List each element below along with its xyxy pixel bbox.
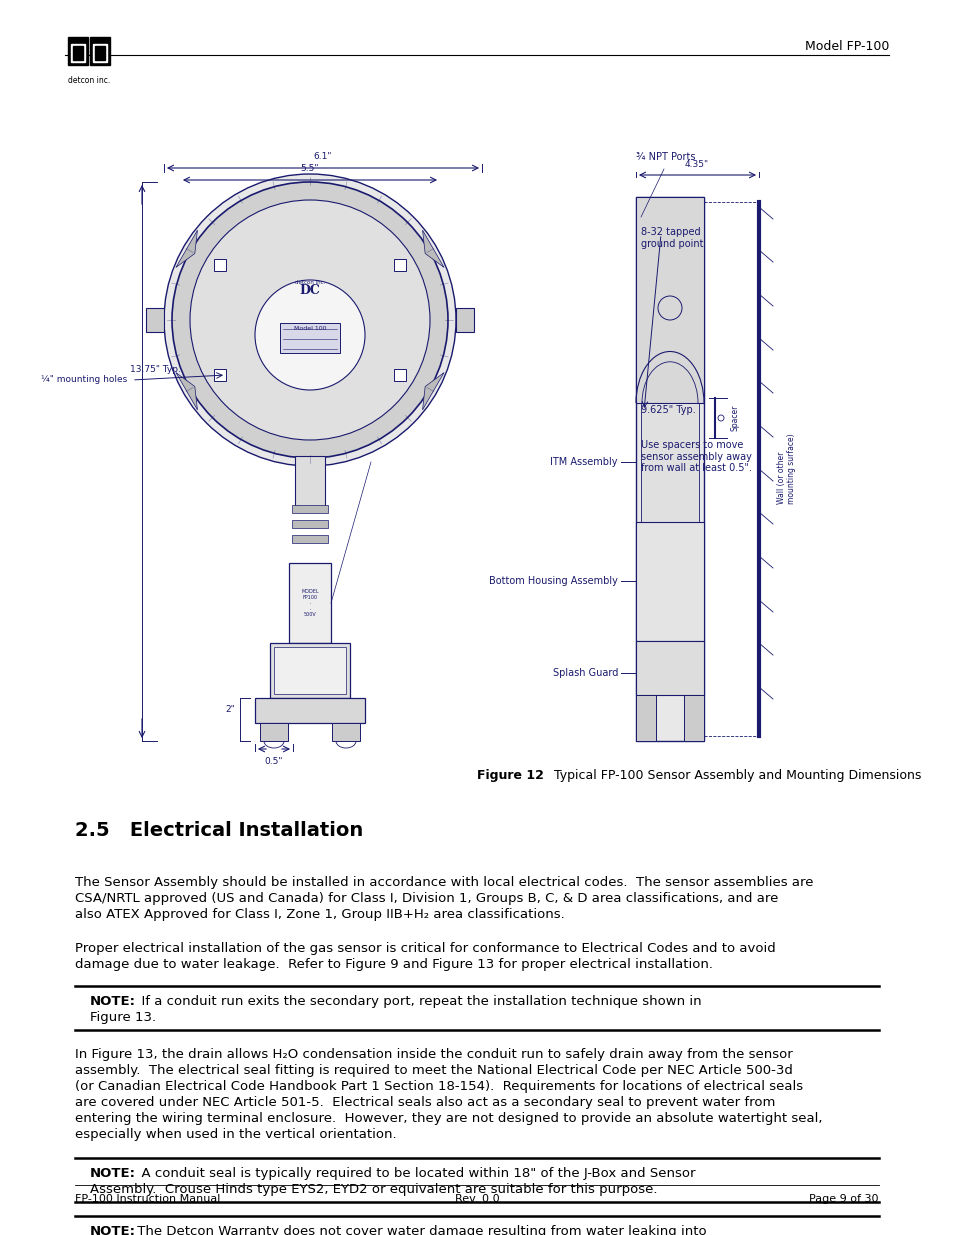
Bar xyxy=(260,722,288,741)
Text: The Sensor Assembly should be installed in accordance with local electrical code: The Sensor Assembly should be installed … xyxy=(75,876,813,889)
Text: damage due to water leakage.  Refer to Figure 9 and Figure 13 for proper electri: damage due to water leakage. Refer to Fi… xyxy=(75,958,712,971)
Bar xyxy=(73,46,83,61)
Bar xyxy=(289,563,331,643)
Bar xyxy=(68,37,88,65)
Bar xyxy=(332,722,359,741)
Bar xyxy=(92,44,107,62)
Text: assembly.  The electrical seal fitting is required to meet the National Electric: assembly. The electrical seal fitting is… xyxy=(75,1065,792,1077)
Text: 8-32 tapped
ground point: 8-32 tapped ground point xyxy=(640,227,702,248)
Text: Typical FP-100 Sensor Assembly and Mounting Dimensions: Typical FP-100 Sensor Assembly and Mount… xyxy=(550,769,921,783)
Circle shape xyxy=(190,200,430,440)
Bar xyxy=(636,198,703,741)
Bar xyxy=(292,505,328,513)
Text: especially when used in the vertical orientation.: especially when used in the vertical ori… xyxy=(75,1128,396,1141)
Polygon shape xyxy=(422,373,443,410)
Text: 6.1": 6.1" xyxy=(314,152,332,161)
Text: Use spacers to move
sensor assembly away
from wall at least 0.5".: Use spacers to move sensor assembly away… xyxy=(640,440,751,473)
Bar xyxy=(640,403,699,522)
Bar xyxy=(292,520,328,529)
Bar xyxy=(394,259,406,270)
Text: FP-100 Instruction Manual: FP-100 Instruction Manual xyxy=(75,1194,220,1204)
Circle shape xyxy=(172,182,448,458)
Bar xyxy=(636,522,703,641)
Bar xyxy=(95,46,105,61)
Bar xyxy=(294,456,325,508)
Text: Wall (or other
mounting surface): Wall (or other mounting surface) xyxy=(776,433,796,504)
Bar xyxy=(636,198,703,403)
Circle shape xyxy=(164,174,456,466)
Text: Page 9 of 30: Page 9 of 30 xyxy=(809,1194,878,1204)
Text: (or Canadian Electrical Code Handbook Part 1 Section 18-154).  Requirements for : (or Canadian Electrical Code Handbook Pa… xyxy=(75,1079,802,1093)
Text: Splash Guard: Splash Guard xyxy=(552,668,618,678)
Text: The Detcon Warranty does not cover water damage resulting from water leaking int: The Detcon Warranty does not cover water… xyxy=(132,1225,706,1235)
Bar xyxy=(636,695,656,741)
Text: also ATEX Approved for Class I, Zone 1, Group IIB+H₂ area classifications.: also ATEX Approved for Class I, Zone 1, … xyxy=(75,908,564,921)
Text: Model FP-100: Model FP-100 xyxy=(803,41,888,53)
Text: detcon inc.: detcon inc. xyxy=(294,279,325,284)
Polygon shape xyxy=(175,373,197,410)
Text: NOTE:: NOTE: xyxy=(90,1167,136,1179)
Text: are covered under NEC Article 501-5.  Electrical seals also act as a secondary s: are covered under NEC Article 501-5. Ele… xyxy=(75,1095,775,1109)
Text: entering the wiring terminal enclosure.  However, they are not designed to provi: entering the wiring terminal enclosure. … xyxy=(75,1112,821,1125)
Bar xyxy=(280,324,339,353)
Text: In Figure 13, the drain allows H₂O condensation inside the conduit run to safely: In Figure 13, the drain allows H₂O conde… xyxy=(75,1049,792,1061)
Bar xyxy=(254,698,365,722)
Text: 4.35": 4.35" xyxy=(684,161,708,169)
Text: Spacer: Spacer xyxy=(730,405,740,431)
Text: DC: DC xyxy=(299,284,320,296)
Text: Assembly.  Crouse Hinds type EYS2, EYD2 or equivalent are suitable for this purp: Assembly. Crouse Hinds type EYS2, EYD2 o… xyxy=(90,1183,657,1195)
Text: If a conduit run exits the secondary port, repeat the installation technique sho: If a conduit run exits the secondary por… xyxy=(132,995,700,1008)
Polygon shape xyxy=(422,230,443,268)
Text: 9.625" Typ.: 9.625" Typ. xyxy=(640,405,695,415)
Text: MODEL
FP100
.
.
500V: MODEL FP100 . . 500V xyxy=(301,589,318,618)
Text: 2": 2" xyxy=(225,705,234,715)
Text: 5.5": 5.5" xyxy=(300,164,319,173)
Polygon shape xyxy=(175,230,197,268)
Bar xyxy=(71,44,85,62)
Text: A conduit seal is typically required to be located within 18" of the J-Box and S: A conduit seal is typically required to … xyxy=(132,1167,695,1179)
Text: NOTE:: NOTE: xyxy=(90,1225,136,1235)
Bar xyxy=(90,37,110,65)
Text: Figure 12: Figure 12 xyxy=(476,769,543,783)
Bar xyxy=(274,647,346,694)
Bar xyxy=(213,369,226,382)
Bar xyxy=(146,308,164,332)
Text: Proper electrical installation of the gas sensor is critical for conformance to : Proper electrical installation of the ga… xyxy=(75,942,775,955)
Bar xyxy=(213,259,226,270)
Circle shape xyxy=(254,280,365,390)
Text: ¾ NPT Ports: ¾ NPT Ports xyxy=(636,152,695,162)
Text: 0.5": 0.5" xyxy=(265,757,283,766)
Text: detcon inc.: detcon inc. xyxy=(68,77,110,85)
Text: ¼" mounting holes: ¼" mounting holes xyxy=(41,375,127,384)
Text: Model 100: Model 100 xyxy=(294,326,326,331)
Text: Figure 13.: Figure 13. xyxy=(90,1011,156,1024)
Bar xyxy=(683,695,703,741)
Bar xyxy=(636,641,703,695)
Bar xyxy=(270,643,350,698)
Bar xyxy=(456,308,474,332)
Bar xyxy=(292,535,328,543)
Text: 13.75" Typ.: 13.75" Typ. xyxy=(130,366,181,374)
Text: Rev. 0.0: Rev. 0.0 xyxy=(455,1194,498,1204)
Text: NOTE:: NOTE: xyxy=(90,995,136,1008)
Text: Bottom Housing Assembly: Bottom Housing Assembly xyxy=(489,576,618,585)
Text: CSA/NRTL approved (US and Canada) for Class I, Division 1, Groups B, C, & D area: CSA/NRTL approved (US and Canada) for Cl… xyxy=(75,892,778,905)
Text: 2.5   Electrical Installation: 2.5 Electrical Installation xyxy=(75,821,363,841)
Bar xyxy=(394,369,406,382)
Text: ITM Assembly: ITM Assembly xyxy=(550,457,618,467)
